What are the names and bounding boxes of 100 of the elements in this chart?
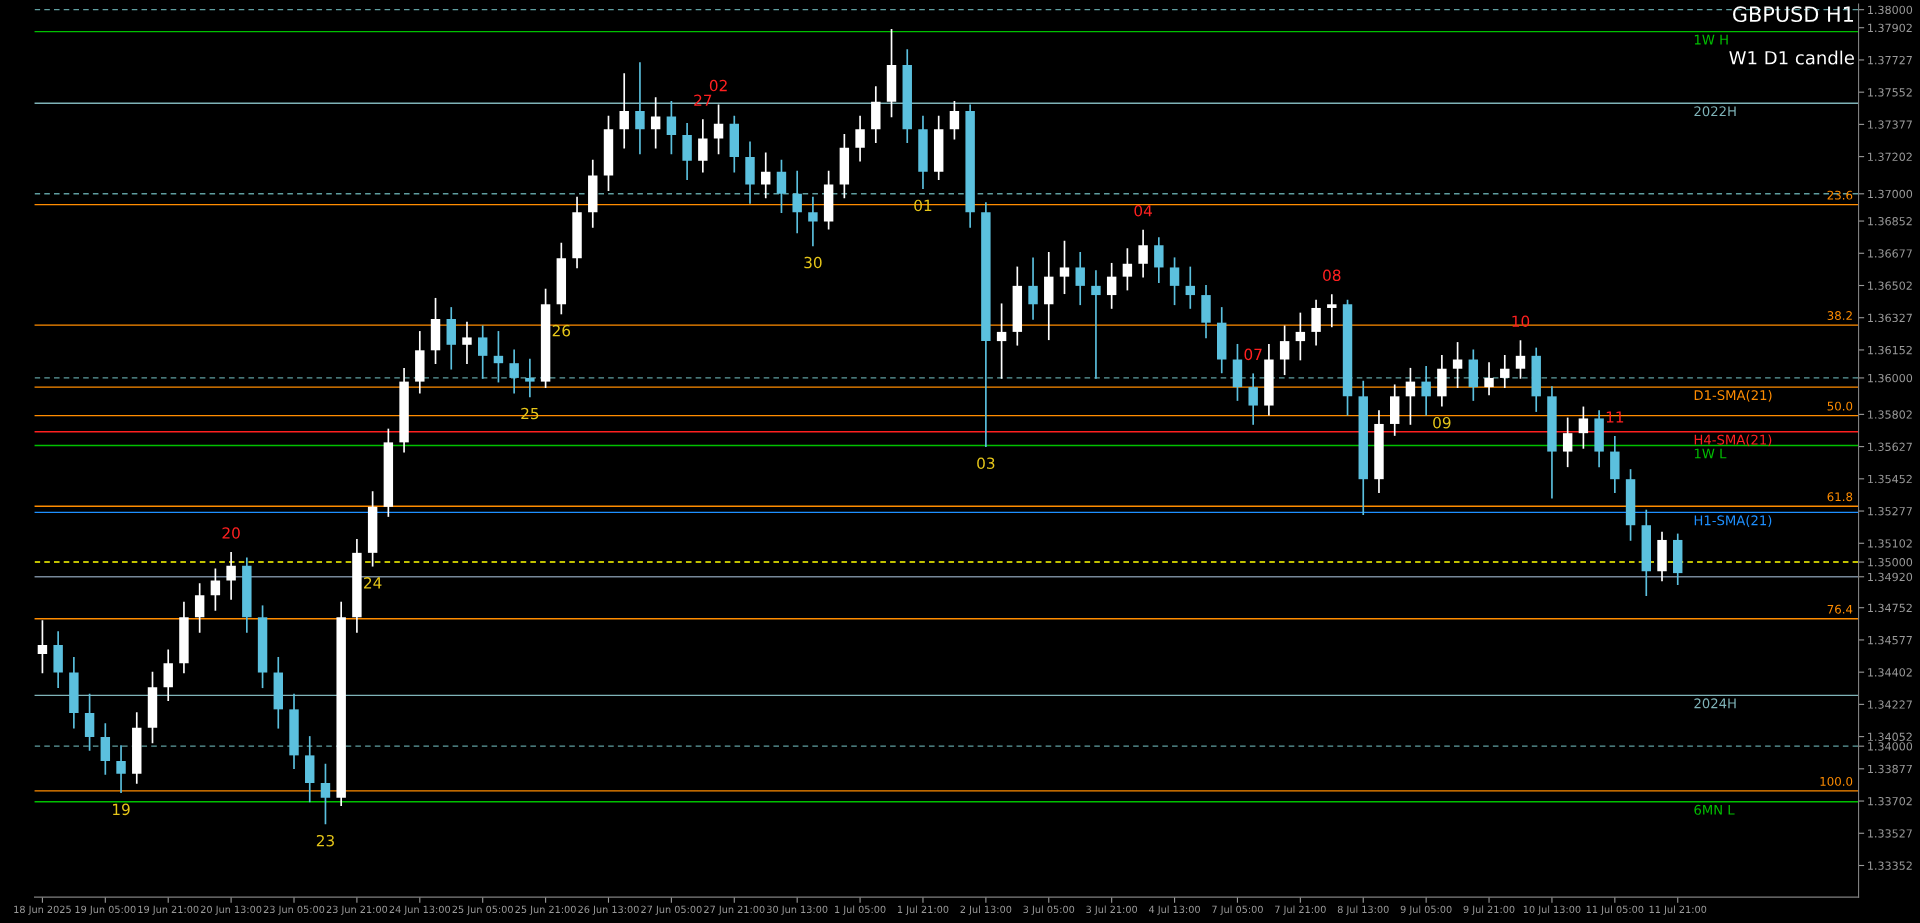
ref-line-label: 1W L [1694,448,1727,459]
x-tick-label: 1 Jul 21:00 [897,905,949,915]
candlestick [84,693,95,751]
y-tick-label: 1.37377 [1868,120,1912,129]
candlestick [493,331,504,383]
annotation: 50.0 [1827,401,1853,411]
x-tick-label: 23 Jun 05:00 [263,905,325,915]
y-tick-label: 1.36677 [1868,249,1912,258]
candlestick [698,119,708,173]
y-tick-label: 1.36327 [1868,313,1912,323]
annotation: 20 [222,527,240,539]
y-tick-label: 1.34000 [1868,742,1913,751]
y-tick-label: 1.33527 [1868,829,1912,838]
candlestick [1484,362,1494,396]
annotation: 03 [977,457,995,469]
candlestick [1154,237,1164,284]
y-tick-label: 1.35277 [1868,507,1912,516]
text: W1 D1 candle [1729,50,1854,65]
candlestick [1248,373,1258,425]
candlestick [761,152,771,199]
annotation: 04 [1134,205,1152,217]
candlestick [1059,240,1070,295]
candlestick [1327,294,1337,328]
x-tick-label: 24 Jun 13:00 [389,905,451,915]
candlestick [525,358,535,398]
y-tick-label: 1.36502 [1868,281,1912,290]
annotation: 100.0 [1820,776,1853,786]
candlestick [996,303,1007,379]
candlestick [163,649,173,701]
candlestick [100,723,111,775]
x-tick-label: 9 Jul 21:00 [1463,905,1515,915]
annotation: 76.4 [1827,604,1853,614]
candlestick [713,104,724,155]
x-tick-label: 19 Jun 21:00 [138,905,199,915]
x-tick-label: 4 Jul 13:00 [1148,905,1200,915]
y-tick-label: 1.34920 [1868,572,1913,582]
ref-line-label: H1-SMA(21) [1694,515,1772,527]
y-tick-label: 1.37000 [1868,189,1913,199]
x-tick-label: 27 Jun 21:00 [704,905,765,915]
y-tick-label: 1.34227 [1868,700,1912,709]
y-tick-label: 1.35627 [1868,442,1912,451]
y-tick-label: 1.36852 [1868,217,1912,226]
candlestick [650,97,661,149]
annotation: 23.6 [1827,190,1853,200]
y-tick-label: 1.33702 [1868,797,1912,806]
x-tick-label: 7 Jul 21:00 [1275,905,1326,915]
candlestick [509,349,519,394]
x-tick-label: 20 Jun 13:00 [200,905,262,915]
candlestick [1578,406,1589,449]
x-tick-label: 3 Jul 21:00 [1086,905,1138,915]
candlestick [116,745,126,794]
ref-line-label: 6MN L [1694,804,1735,815]
y-tick-label: 1.34577 [1868,635,1912,645]
candlestick [210,568,221,611]
annotation: 61.8 [1827,492,1853,502]
candlestick [1028,257,1038,320]
ref-line-label: D1-SMA(21) [1694,389,1772,402]
candlestick [1421,366,1431,416]
y-tick-label: 1.34752 [1868,603,1912,613]
y-tick-label: 1.36000 [1868,373,1913,383]
x-tick-label: 10 Jul 13:00 [1523,905,1581,915]
candlestick [1106,262,1117,309]
chart-title: GBPUSD H1 [1733,6,1853,23]
candlestick [808,196,818,247]
y-tick-label: 1.33877 [1868,764,1912,774]
candlestick [666,100,677,155]
candlestick [226,552,236,600]
candlestick [1279,325,1290,376]
x-tick-label: 25 Jun 21:00 [515,905,576,915]
x-tick-label: 2 Jul 13:00 [960,905,1012,915]
x-tick-label: 23 Jun 21:00 [326,905,388,915]
annotation: 09 [1433,416,1451,429]
candlestick [1169,257,1180,306]
x-tick-label: 27 Jun 05:00 [641,905,702,915]
candlestick [1075,251,1085,306]
y-tick-label: 1.35102 [1868,539,1912,548]
y-tick-label: 1.36152 [1868,345,1912,355]
y-tick-label: 1.35802 [1868,410,1912,419]
candlestick [776,159,787,214]
x-tick-label: 9 Jul 05:00 [1400,905,1452,915]
ref-line-label: 2022H [1694,106,1736,117]
candlestick [1405,367,1416,425]
x-tick-label: 3 Jul 05:00 [1023,905,1075,915]
candlestick [1452,342,1463,388]
x-tick-label: 18 Jun 2025 [14,905,71,915]
candlestick [1138,229,1148,278]
y-tick-label: 1.34402 [1868,668,1912,677]
annotation: 02 [709,79,727,92]
candlestick [855,115,865,162]
ref-line-label: 1W H [1694,34,1728,45]
y-tick-label: 1.33352 [1868,861,1912,870]
candlestick [792,170,802,234]
candlestick [194,583,205,633]
candlestick [37,620,48,674]
y-tick-label: 1.37727 [1868,55,1912,65]
ref-line-label: H4-SMA(21) [1694,434,1772,447]
x-tick-label: 30 Jun 13:00 [767,905,828,915]
annotation: 26 [552,324,571,337]
ref-line-label: 2024H [1694,698,1736,709]
x-tick-label: 25 Jun 05:00 [452,905,513,915]
